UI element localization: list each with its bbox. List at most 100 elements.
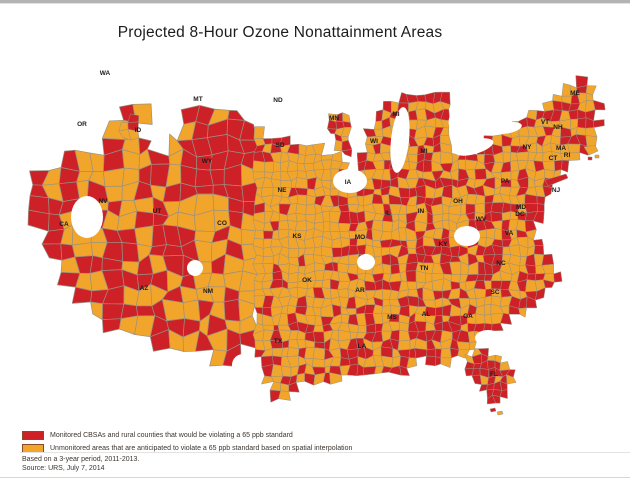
legend-label-monitored: Monitored CBSAs and rural counties that … xyxy=(50,432,293,439)
county-cell xyxy=(483,295,493,306)
county-cell xyxy=(407,247,417,255)
county-cell xyxy=(263,230,274,240)
county-cell xyxy=(460,203,467,216)
county-cell xyxy=(457,159,467,171)
county-cell xyxy=(356,210,366,224)
county-cell xyxy=(312,358,326,368)
county-mosaic xyxy=(118,113,140,141)
county-cell xyxy=(506,374,517,385)
county-cell xyxy=(541,253,554,266)
county-mosaic xyxy=(464,348,517,405)
county-cell xyxy=(536,195,546,205)
state-label-mt: MT xyxy=(193,96,202,103)
state-label-wv: WV xyxy=(476,216,487,223)
county-cell xyxy=(280,365,292,377)
state-label-ar: AR xyxy=(355,287,365,294)
county-cell xyxy=(577,117,587,129)
county-cell xyxy=(253,126,265,139)
county-cell xyxy=(491,322,504,332)
county-cell xyxy=(499,389,508,399)
county-cell xyxy=(252,160,266,173)
county-cell xyxy=(322,210,331,223)
county-cell xyxy=(329,372,343,385)
county-cell xyxy=(381,253,391,266)
county-cell xyxy=(483,303,492,316)
county-cell xyxy=(342,112,351,123)
state-label-wy: WY xyxy=(202,158,213,165)
county-cell xyxy=(322,221,331,233)
county-cell xyxy=(134,225,154,248)
county-cell xyxy=(373,120,383,130)
state-label-nm: NM xyxy=(203,288,213,295)
county-cell xyxy=(592,99,606,111)
island xyxy=(594,154,600,159)
county-cell xyxy=(298,143,307,156)
county-cell xyxy=(321,278,331,290)
long-island xyxy=(544,173,569,187)
bottom-border xyxy=(0,477,630,478)
county-cell xyxy=(533,245,545,255)
county-cell xyxy=(490,280,502,290)
county-cell xyxy=(407,295,419,307)
county-cell xyxy=(501,211,512,221)
county-cell xyxy=(364,280,377,291)
page-title: Projected 8-Hour Ozone Nonattainment Are… xyxy=(117,24,443,41)
county-cell xyxy=(399,365,410,376)
state-label-ia: IA xyxy=(345,179,352,186)
state-label-tn: TN xyxy=(420,265,429,272)
state-label-ne: NE xyxy=(277,187,287,194)
state-label-va: VA xyxy=(505,230,514,237)
county-cell xyxy=(526,296,538,309)
state-label-ky: KY xyxy=(438,241,448,248)
county-cell xyxy=(256,312,263,326)
footnotes: Based on a 3-year period, 2011-2013. Sou… xyxy=(22,455,139,473)
county-cell xyxy=(486,383,495,391)
county-cell xyxy=(543,279,555,288)
county-cell xyxy=(262,255,275,264)
state-label-dc: DC xyxy=(515,211,525,218)
legend-label-unmonitored: Unmonitored areas that are anticipated t… xyxy=(50,445,353,452)
county-cell xyxy=(500,312,512,325)
white-gap xyxy=(187,260,203,276)
county-cell xyxy=(313,324,325,333)
county-cell xyxy=(516,151,529,162)
note-period: Based on a 3-year period, 2011-2013. xyxy=(22,456,140,463)
county-cell xyxy=(366,323,377,334)
county-cell xyxy=(552,100,563,111)
state-label-la: LA xyxy=(358,343,367,350)
state-label-sd: SD xyxy=(275,142,284,149)
county-cell xyxy=(533,211,545,224)
state-label-mn: MN xyxy=(329,115,339,122)
county-cell xyxy=(439,151,454,165)
county-mosaic xyxy=(27,103,261,368)
state-label-oh: OH xyxy=(453,198,463,205)
county-cell xyxy=(533,238,544,246)
county-cell xyxy=(476,274,486,282)
county-cell xyxy=(440,347,452,359)
white-gap xyxy=(448,114,466,140)
county-cell xyxy=(471,374,482,385)
county-cell xyxy=(339,357,351,367)
state-label-nh: NH xyxy=(553,124,563,131)
county-cell xyxy=(457,349,470,359)
county-cell xyxy=(501,145,512,153)
state-label-mo: MO xyxy=(355,234,365,241)
state-label-mi: MI xyxy=(392,111,399,118)
white-gap xyxy=(454,226,480,246)
county-cell xyxy=(475,313,486,325)
county-cell xyxy=(223,298,241,322)
county-cell xyxy=(90,301,103,321)
county-cell xyxy=(269,381,281,392)
county-cell xyxy=(147,148,171,165)
county-cell xyxy=(542,185,553,198)
county-cell xyxy=(575,127,587,136)
county-cell xyxy=(491,394,501,404)
county-cell xyxy=(313,331,325,343)
county-cell xyxy=(490,211,503,223)
county-cell xyxy=(456,341,470,351)
county-cell xyxy=(304,347,315,359)
county-cell xyxy=(27,209,50,232)
white-gap xyxy=(357,254,375,270)
state-label-ut: UT xyxy=(153,208,162,215)
